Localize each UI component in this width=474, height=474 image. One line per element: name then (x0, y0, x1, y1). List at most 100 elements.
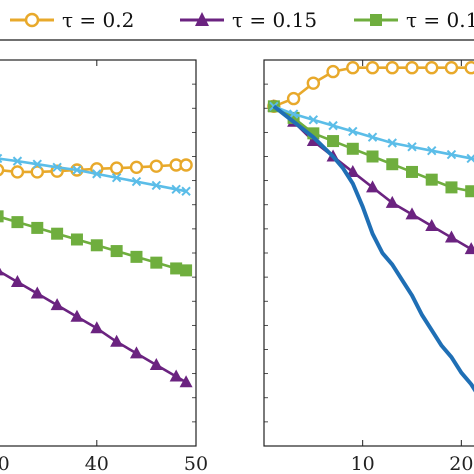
series-group (267, 61, 474, 393)
data-point-triangle (346, 164, 360, 177)
data-point-triangle (169, 369, 183, 382)
data-point-square (150, 256, 163, 269)
data-point-x (407, 142, 417, 152)
data-point-x (72, 165, 82, 175)
data-point-square (90, 239, 103, 252)
data-point-square (327, 135, 340, 148)
data-point-x (92, 169, 102, 179)
data-point-square (110, 245, 123, 258)
data-point-circle (444, 61, 459, 75)
data-point-square (11, 216, 24, 229)
legend-entry-tau-015: τ = 0.15 (180, 8, 317, 32)
data-point-x (288, 109, 299, 119)
data-point-x (12, 156, 23, 166)
data-point-square (51, 227, 64, 240)
x-tick-label: 40 (85, 453, 109, 474)
data-point-triangle (30, 286, 44, 299)
data-point-square (366, 150, 379, 163)
data-point-triangle (385, 195, 399, 208)
data-point-square (465, 185, 474, 198)
data-point-triangle (110, 334, 124, 347)
x-tick-label: 50 (184, 453, 208, 474)
data-point-x (367, 132, 378, 142)
data-point-x (131, 176, 142, 187)
data-point-x (446, 149, 457, 160)
series-line-none (272, 104, 474, 393)
data-point-triangle (10, 274, 24, 287)
data-point-circle (326, 64, 340, 79)
x-tick-label: 10 (351, 453, 375, 474)
legend-marker-square (370, 14, 382, 26)
data-point-x (427, 146, 437, 156)
legend-entry-tau-02: τ = 0.2 (10, 8, 134, 32)
data-point-x (328, 120, 338, 131)
series-group (0, 153, 193, 388)
panel-frame (0, 59, 197, 447)
data-point-circle (306, 76, 321, 90)
data-point-triangle (464, 242, 474, 255)
data-point-circle (346, 61, 360, 75)
data-point-circle (0, 163, 5, 177)
data-point-x (181, 186, 191, 196)
data-point-circle (109, 161, 124, 175)
x-tick-label: 30 (0, 453, 10, 474)
data-point-triangle (405, 207, 419, 220)
legend-label-tau-02: τ = 0.2 (62, 8, 134, 32)
data-point-square (170, 262, 183, 275)
data-point-triangle (149, 357, 163, 370)
data-point-circle (179, 158, 193, 172)
series-line-x (0, 157, 187, 193)
data-point-x (111, 173, 122, 183)
data-point-square (70, 233, 83, 246)
data-point-square (425, 173, 438, 186)
data-point-triangle (425, 218, 439, 231)
legend-marker-triangle (195, 12, 209, 26)
legend-entry-tau-01: τ = 0.1 (354, 8, 474, 32)
data-point-square (31, 221, 44, 234)
data-point-x (387, 138, 397, 148)
data-point-circle (30, 165, 44, 179)
data-point-circle (405, 61, 419, 75)
data-point-triangle (179, 375, 193, 388)
series-line-square (273, 105, 474, 194)
series-line-triangle (0, 270, 187, 384)
right-plot-panel: 10 20 (263, 59, 474, 474)
data-point-triangle (129, 346, 143, 359)
data-point-x (32, 159, 42, 169)
x-tick-label: 20 (449, 453, 473, 474)
data-point-x (171, 184, 181, 195)
data-point-circle (286, 91, 301, 106)
data-point-triangle (70, 309, 84, 322)
legend: τ = 0.2 τ = 0.15 τ = 0.1 (0, 0, 474, 41)
data-point-x (0, 153, 3, 164)
data-point-triangle (444, 230, 458, 243)
data-point-square (130, 250, 143, 263)
data-point-triangle (0, 267, 5, 276)
data-point-triangle (90, 321, 104, 334)
data-point-x (151, 180, 162, 191)
series-line-x (273, 105, 474, 161)
data-point-circle (385, 61, 399, 75)
data-point-square (386, 158, 399, 171)
data-point-circle (129, 160, 144, 175)
data-point-circle (365, 61, 380, 75)
data-point-x (52, 162, 62, 173)
data-point-x (308, 115, 319, 125)
series-line-triangle (273, 105, 474, 253)
data-point-square (180, 264, 193, 277)
data-point-square (346, 142, 359, 155)
data-point-circle (464, 61, 474, 75)
data-point-x (348, 126, 358, 137)
data-point-circle (149, 159, 164, 173)
data-point-circle (10, 165, 25, 179)
data-point-triangle (366, 180, 380, 193)
legend-label-tau-015: τ = 0.15 (232, 8, 317, 32)
data-point-square (445, 181, 458, 194)
data-point-square (406, 165, 418, 178)
legend-marker-circle (24, 12, 40, 28)
data-point-circle (425, 61, 439, 75)
data-point-triangle (50, 298, 64, 311)
legend-label-tau-01: τ = 0.1 (406, 8, 474, 32)
data-point-square (0, 210, 4, 223)
